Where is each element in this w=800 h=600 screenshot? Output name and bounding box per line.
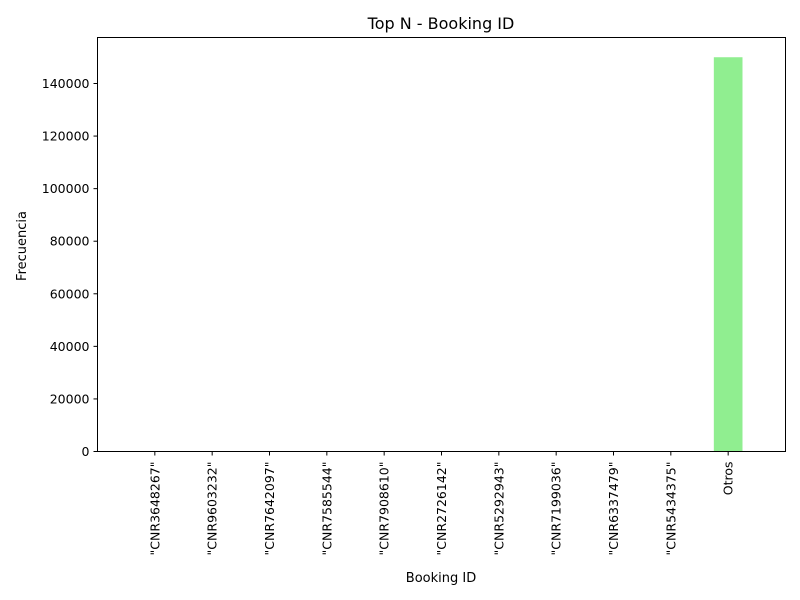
y-tick-label-1: 20000 <box>50 391 90 406</box>
y-tick-label-0: 0 <box>82 444 90 459</box>
x-tick-label-6: "CNR5292943" <box>491 462 506 556</box>
x-tick-label-2: "CNR7642097" <box>262 462 277 556</box>
y-tick-label-4: 80000 <box>50 234 90 249</box>
x-tick-label-9: "CNR5434375" <box>663 462 678 556</box>
y-tick-label-3: 60000 <box>50 286 90 301</box>
x-tick-label-7: "CNR7199036" <box>549 462 564 556</box>
plot-frame <box>97 37 786 452</box>
x-tick-label-4: "CNR7908610" <box>377 462 392 556</box>
y-tick-label-2: 40000 <box>50 339 90 354</box>
y-tick-label-7: 140000 <box>42 76 90 91</box>
x-axis-ticks: "CNR3648267" "CNR9603232" "CNR7642097" "CNR… <box>147 451 736 556</box>
x-tick-label-3: "CNR7585544" <box>319 462 334 556</box>
x-tick-label-8: "CNR6337479" <box>606 462 621 556</box>
y-axis-ticks: 0 20000 40000 60000 80000 100000 120000 140000 <box>42 76 98 459</box>
y-tick-label-6: 120000 <box>42 129 90 144</box>
x-tick-label-10: Otros <box>721 462 736 496</box>
x-tick-label-5: "CNR2726142" <box>434 462 449 556</box>
y-axis-title: Frecuencia <box>15 211 30 281</box>
bars-layer <box>140 57 743 452</box>
x-tick-label-1: "CNR9603232" <box>205 462 220 556</box>
bar-10 <box>713 57 743 452</box>
x-tick-label-0: "CNR3648267" <box>147 462 162 556</box>
y-tick-label-5: 100000 <box>42 181 90 196</box>
x-axis-title: Booking ID <box>406 571 476 586</box>
chart-title: Top N - Booking ID <box>367 14 515 33</box>
